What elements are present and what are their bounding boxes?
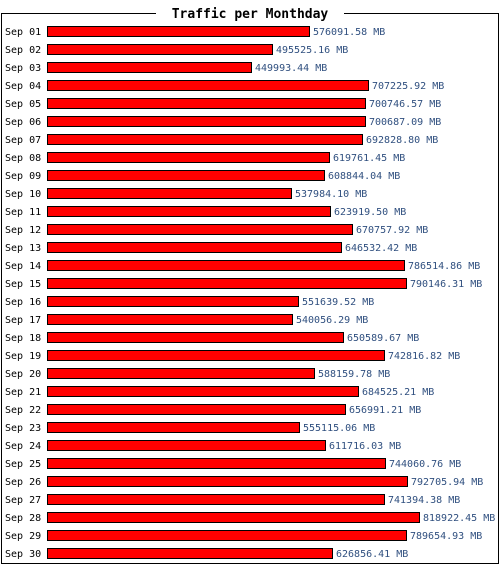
- value-label: 608844.04 MB: [328, 171, 400, 182]
- category-label: Sep 06: [5, 117, 41, 128]
- category-label: Sep 07: [5, 135, 41, 146]
- bar: [47, 26, 310, 37]
- category-label: Sep 29: [5, 531, 41, 542]
- category-label: Sep 18: [5, 333, 41, 344]
- bar: [47, 242, 342, 253]
- category-label: Sep 04: [5, 81, 41, 92]
- value-label: 684525.21 MB: [362, 387, 434, 398]
- value-label: 551639.52 MB: [302, 297, 374, 308]
- value-label: 792705.94 MB: [411, 477, 483, 488]
- value-label: 626856.41 MB: [336, 549, 408, 560]
- bar: [47, 512, 420, 523]
- category-label: Sep 20: [5, 369, 41, 380]
- value-label: 670757.92 MB: [356, 225, 428, 236]
- bar: [47, 44, 273, 55]
- bar: [47, 404, 346, 415]
- category-label: Sep 09: [5, 171, 41, 182]
- value-label: 744060.76 MB: [389, 459, 461, 470]
- bar: [47, 134, 363, 145]
- value-label: 700687.09 MB: [369, 117, 441, 128]
- value-label: 741394.38 MB: [388, 495, 460, 506]
- bar: [47, 224, 353, 235]
- category-label: Sep 12: [5, 225, 41, 236]
- bar: [47, 152, 330, 163]
- category-label: Sep 13: [5, 243, 41, 254]
- bar: [47, 458, 386, 469]
- value-label: 700746.57 MB: [369, 99, 441, 110]
- category-label: Sep 22: [5, 405, 41, 416]
- category-label: Sep 01: [5, 27, 41, 38]
- value-label: 555115.06 MB: [303, 423, 375, 434]
- category-label: Sep 27: [5, 495, 41, 506]
- bar: [47, 368, 315, 379]
- bar: [47, 530, 407, 541]
- bar: [47, 296, 299, 307]
- value-label: 650589.67 MB: [347, 333, 419, 344]
- category-label: Sep 15: [5, 279, 41, 290]
- bar: [47, 188, 292, 199]
- value-label: 646532.42 MB: [345, 243, 417, 254]
- bars-group: Sep 01 576091.58 MB Sep 02 495525.16 MB Sep …: [5, 26, 495, 560]
- value-label: 495525.16 MB: [276, 45, 348, 56]
- value-label: 449993.44 MB: [255, 63, 327, 74]
- bar: [47, 98, 366, 109]
- value-label: 588159.78 MB: [318, 369, 390, 380]
- category-label: Sep 24: [5, 441, 41, 452]
- bar: [47, 350, 385, 361]
- value-label: 537984.10 MB: [295, 189, 367, 200]
- value-label: 656991.21 MB: [349, 405, 421, 416]
- value-label: 619761.45 MB: [333, 153, 405, 164]
- value-label: 540056.29 MB: [296, 315, 368, 326]
- category-label: Sep 23: [5, 423, 41, 434]
- chart-title: Traffic per Monthday: [172, 7, 329, 22]
- bar: [47, 476, 408, 487]
- value-label: 790146.31 MB: [410, 279, 482, 290]
- value-label: 789654.93 MB: [410, 531, 482, 542]
- value-label: 742816.82 MB: [388, 351, 460, 362]
- value-label: 707225.92 MB: [372, 81, 444, 92]
- category-label: Sep 17: [5, 315, 41, 326]
- bar: [47, 116, 366, 127]
- bar: [47, 314, 293, 325]
- category-label: Sep 05: [5, 99, 41, 110]
- bar: [47, 206, 331, 217]
- bar: [47, 494, 385, 505]
- bar: [47, 170, 325, 181]
- value-label: 623919.50 MB: [334, 207, 406, 218]
- category-label: Sep 19: [5, 351, 41, 362]
- bar: [47, 440, 326, 451]
- category-label: Sep 02: [5, 45, 41, 56]
- bar: [47, 80, 369, 91]
- category-label: Sep 28: [5, 513, 41, 524]
- value-label: 786514.86 MB: [408, 261, 480, 272]
- title-background: [156, 4, 344, 22]
- bar: [47, 332, 344, 343]
- category-label: Sep 11: [5, 207, 41, 218]
- value-label: 692828.80 MB: [366, 135, 438, 146]
- category-label: Sep 21: [5, 387, 41, 398]
- category-label: Sep 08: [5, 153, 41, 164]
- category-label: Sep 16: [5, 297, 41, 308]
- category-label: Sep 30: [5, 549, 41, 560]
- category-label: Sep 26: [5, 477, 41, 488]
- bar: [47, 386, 359, 397]
- bar: [47, 62, 252, 73]
- category-label: Sep 25: [5, 459, 41, 470]
- value-label: 576091.58 MB: [313, 27, 385, 38]
- bar: [47, 260, 405, 271]
- category-label: Sep 10: [5, 189, 41, 200]
- bar: [47, 422, 300, 433]
- value-label: 818922.45 MB: [423, 513, 495, 524]
- bar: [47, 278, 407, 289]
- category-label: Sep 14: [5, 261, 41, 272]
- category-label: Sep 03: [5, 63, 41, 74]
- bar: [47, 548, 333, 559]
- value-label: 611716.03 MB: [329, 441, 401, 452]
